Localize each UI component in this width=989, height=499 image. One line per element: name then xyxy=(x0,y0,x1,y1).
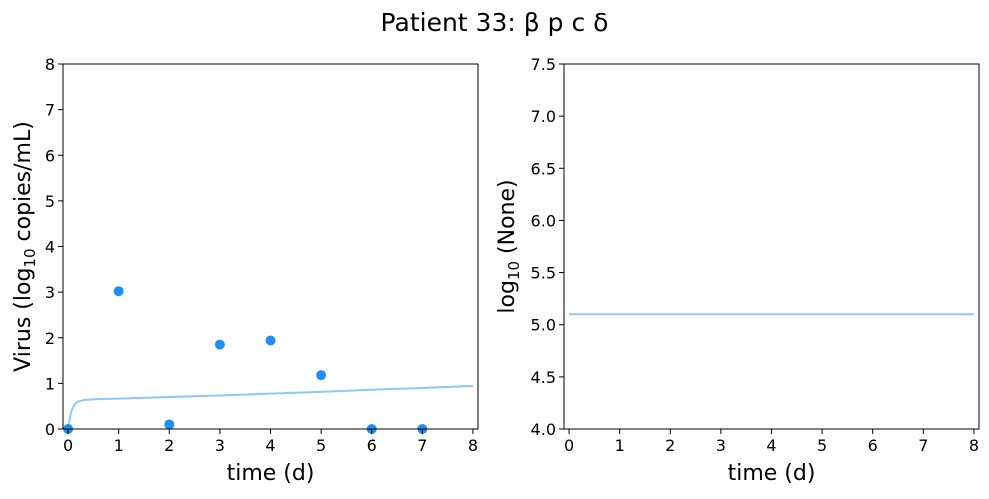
y-tick-label: 4 xyxy=(45,238,55,257)
x-tick-label: 5 xyxy=(817,436,827,455)
y-tick-label: 1 xyxy=(45,374,55,393)
y-tick-label: 5.0 xyxy=(531,316,556,335)
x-tick-label: 7 xyxy=(417,436,427,455)
y-axis-label: Virus (log10 copies/mL) xyxy=(11,121,39,372)
x-tick-label: 4 xyxy=(265,436,275,455)
y-tick-label: 7 xyxy=(45,101,55,120)
data-point xyxy=(113,286,124,297)
y-tick-label: 2 xyxy=(45,329,55,348)
x-tick-label: 4 xyxy=(766,436,776,455)
panel-log-none: 0 1 2 3 4 5 6 7 8 4.0 4.5 5.0 5.5 6.0 6.5 7.0 7.5 time (d… xyxy=(495,55,980,486)
y-tick-label: 5.5 xyxy=(531,264,556,283)
x-tick-label: 1 xyxy=(615,436,625,455)
x-tick-label: 0 xyxy=(564,436,574,455)
x-tick-label: 1 xyxy=(114,436,124,455)
x-axis-label: time (d) xyxy=(728,461,816,486)
x-tick-label: 7 xyxy=(918,436,928,455)
series-line-1 xyxy=(67,384,473,429)
x-axis-label: time (d) xyxy=(227,461,315,486)
data-point xyxy=(265,335,276,346)
data-point xyxy=(164,419,175,430)
y-tick-label: 6 xyxy=(45,146,55,165)
x-tick-label: 6 xyxy=(868,436,878,455)
y-tick-label: 4.5 xyxy=(531,368,556,387)
x-tick-label: 2 xyxy=(665,436,675,455)
x-tick-label: 3 xyxy=(215,436,225,455)
y-tick-label: 7.5 xyxy=(531,55,556,74)
axes-frame xyxy=(62,63,479,430)
y-tick-label: 6.5 xyxy=(531,159,556,178)
y-tick-label: 6.0 xyxy=(531,211,556,230)
x-tick-label: 8 xyxy=(468,436,478,455)
x-tick-label: 0 xyxy=(63,436,73,455)
y-tick-label: 7.0 xyxy=(531,107,556,126)
data-point xyxy=(316,370,327,381)
data-point xyxy=(214,339,225,350)
y-tick-label: 3 xyxy=(45,283,55,302)
y-tick-label: 4.0 xyxy=(531,420,556,439)
x-tick-label: 3 xyxy=(716,436,726,455)
y-axis-label: log10 (None) xyxy=(495,179,523,313)
y-tick-label: 8 xyxy=(45,55,55,74)
x-tick-label: 6 xyxy=(367,436,377,455)
y-tick-label: 0 xyxy=(45,420,55,439)
panel-virus: 0 1 2 3 4 5 6 7 8 0 1 2 3 4 5 6 7 8 time (d) Virus (log10 c… xyxy=(11,55,479,486)
figure-title: Patient 33: β p c δ xyxy=(381,8,609,37)
x-tick-label: 5 xyxy=(316,436,326,455)
x-tick-label: 2 xyxy=(164,436,174,455)
x-tick-label: 8 xyxy=(969,436,979,455)
axes-frame xyxy=(563,63,980,430)
y-tick-label: 5 xyxy=(45,192,55,211)
